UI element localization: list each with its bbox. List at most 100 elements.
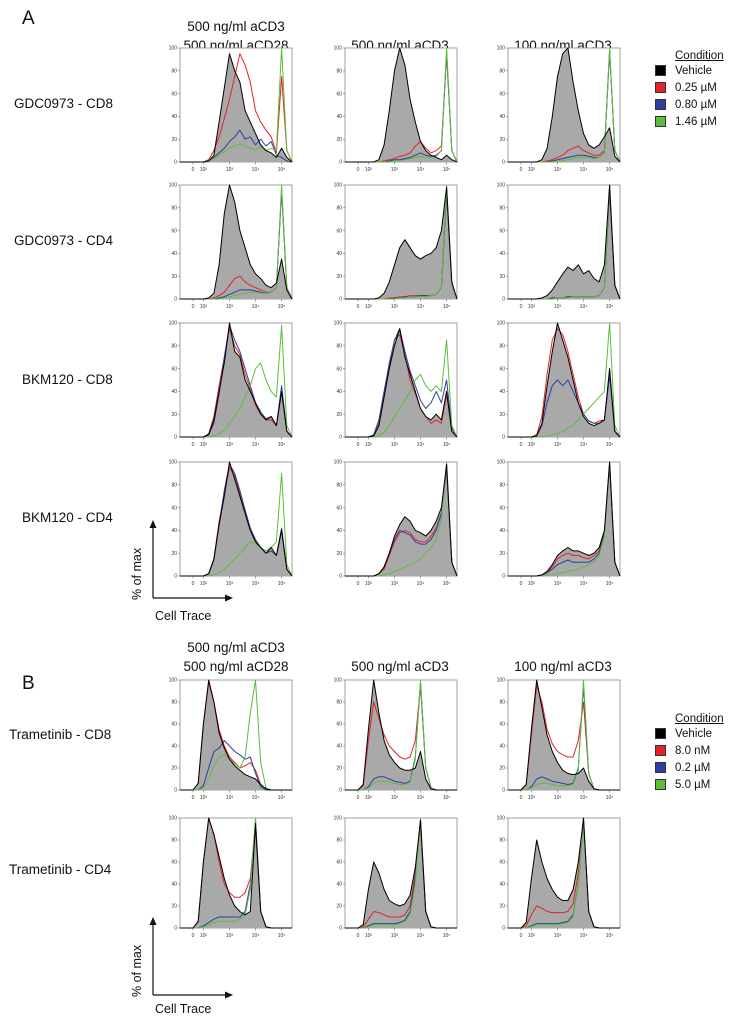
y-tick-label: 60 [171, 366, 177, 372]
x-tick-label: 10² [528, 795, 536, 801]
y-tick-label: 40 [171, 744, 177, 750]
panel-b-column-header-3: 100 ng/ml aCD3 [514, 659, 612, 674]
x-tick-label: 10² [200, 442, 208, 448]
y-tick-label: 0 [339, 788, 342, 794]
legend-label: Vehicle [675, 64, 713, 77]
y-tick-label: 0 [502, 788, 505, 794]
y-tick-label: 100 [334, 816, 343, 822]
x-tick-label: 10⁵ [278, 442, 286, 448]
legend-item-dose-3: 1.46 µM [655, 113, 724, 130]
x-tick-label: 10⁵ [606, 795, 614, 801]
x-tick-label: 10⁴ [417, 795, 425, 801]
vehicle-histogram-fill [345, 48, 457, 162]
y-tick-label: 40 [336, 882, 342, 888]
y-tick-label: 40 [171, 882, 177, 888]
x-tick-label: 10⁵ [606, 442, 614, 448]
arrow-head-right-icon [225, 991, 233, 999]
x-tick-label: 0 [357, 795, 360, 801]
y-tick-label: 80 [499, 69, 505, 75]
x-tick-label: 0 [192, 304, 195, 310]
x-tick-label: 10² [528, 933, 536, 939]
legend-label: 0.25 µM [675, 81, 717, 94]
vehicle-histogram-fill [508, 48, 620, 162]
panel-b-row-label-2: Trametinib - CD4 [9, 862, 112, 877]
vehicle-histogram-fill [345, 187, 457, 299]
column-header-line: 500 ng/ml aCD3 [187, 19, 285, 34]
panel-b-axis-arrows [149, 917, 233, 999]
legend-item-dose-2: 0.80 µM [655, 96, 724, 113]
x-tick-label: 10⁴ [417, 442, 425, 448]
vehicle-histogram-fill [345, 464, 457, 576]
x-tick-label: 10³ [391, 304, 399, 310]
y-tick-label: 60 [499, 366, 505, 372]
y-tick-label: 0 [502, 926, 505, 932]
y-tick-label: 20 [171, 766, 177, 772]
x-tick-label: 10⁵ [278, 581, 286, 587]
x-tick-label: 10⁴ [417, 581, 425, 587]
vehicle-histogram-line [345, 186, 458, 300]
legend-label: 1.46 µM [675, 115, 717, 128]
y-tick-label: 20 [336, 412, 342, 418]
vehicle-histogram-fill [508, 680, 620, 790]
column-header-line: 500 ng/ml aCD28 [183, 659, 289, 674]
x-tick-label: 10² [528, 167, 536, 173]
y-tick-label: 40 [499, 882, 505, 888]
y-tick-label: 60 [336, 228, 342, 234]
panel-b-histogram-r1-c2: 0 20 40 60 80 100 0 10² 10³ 10⁴ 10⁵ [334, 678, 458, 801]
x-tick-label: 10⁴ [580, 442, 588, 448]
legend-swatch [655, 99, 666, 110]
vehicle-histogram-line [345, 819, 457, 929]
x-tick-label: 10⁵ [443, 581, 451, 587]
vehicle-histogram-line [180, 53, 293, 163]
y-tick-label: 100 [169, 678, 178, 684]
vehicle-histogram-fill [508, 185, 620, 299]
y-tick-label: 20 [171, 412, 177, 418]
y-tick-label: 0 [502, 160, 505, 166]
panel-a-row-label-4: BKM120 - CD4 [22, 510, 113, 525]
x-tick-label: 10⁴ [580, 304, 588, 310]
y-tick-label: 60 [171, 860, 177, 866]
y-tick-label: 80 [171, 700, 177, 706]
x-tick-label: 0 [520, 442, 523, 448]
x-tick-label: 10⁴ [252, 304, 260, 310]
y-tick-label: 60 [499, 722, 505, 728]
y-tick-label: 80 [171, 344, 177, 350]
legend-label: 8.0 nM [675, 744, 711, 757]
x-tick-label: 10⁴ [580, 933, 588, 939]
x-tick-label: 10³ [226, 581, 234, 587]
y-tick-label: 80 [171, 483, 177, 489]
panel-b-legend: Condition Vehicle 8.0 nM 0.2 µM 5.0 µM [655, 713, 724, 793]
vehicle-histogram-fill [180, 680, 292, 790]
vehicle-histogram-fill [508, 323, 620, 437]
x-tick-label: 10² [365, 304, 373, 310]
y-tick-label: 0 [174, 788, 177, 794]
x-tick-label: 0 [520, 167, 523, 173]
x-tick-label: 10⁴ [580, 167, 588, 173]
vehicle-histogram-fill [345, 820, 457, 928]
x-tick-label: 0 [357, 581, 360, 587]
vehicle-histogram-line [180, 461, 293, 577]
y-tick-label: 100 [334, 321, 343, 327]
y-tick-label: 100 [169, 321, 178, 327]
y-tick-label: 100 [334, 183, 343, 189]
panel-a-x-axis-label: Cell Trace [155, 609, 212, 623]
y-tick-label: 0 [502, 297, 505, 303]
y-tick-label: 20 [336, 551, 342, 557]
panel-a-histogram-r3-c3: 0 20 40 60 80 100 0 10² 10³ 10⁴ 10⁵ [497, 321, 621, 448]
y-tick-label: 100 [169, 460, 178, 466]
y-tick-label: 60 [499, 505, 505, 511]
y-tick-label: 0 [174, 297, 177, 303]
panel-b-y-axis-label: % of max [130, 944, 144, 997]
x-tick-label: 0 [192, 795, 195, 801]
legend-item-dose-1: 8.0 nM [655, 742, 724, 759]
y-tick-label: 100 [334, 678, 343, 684]
vehicle-histogram-line [180, 322, 293, 438]
panel-a-axis-arrows [149, 520, 233, 602]
y-tick-label: 20 [171, 137, 177, 143]
x-tick-label: 10³ [226, 933, 234, 939]
legend-item-dose-1: 0.25 µM [655, 79, 724, 96]
legend-swatch [655, 745, 666, 756]
x-tick-label: 10⁵ [606, 167, 614, 173]
panel-a-histogram-r2-c2: 0 20 40 60 80 100 0 10² 10³ 10⁴ 10⁵ [334, 183, 458, 310]
panel-b-row-label-1: Trametinib - CD8 [9, 727, 112, 742]
